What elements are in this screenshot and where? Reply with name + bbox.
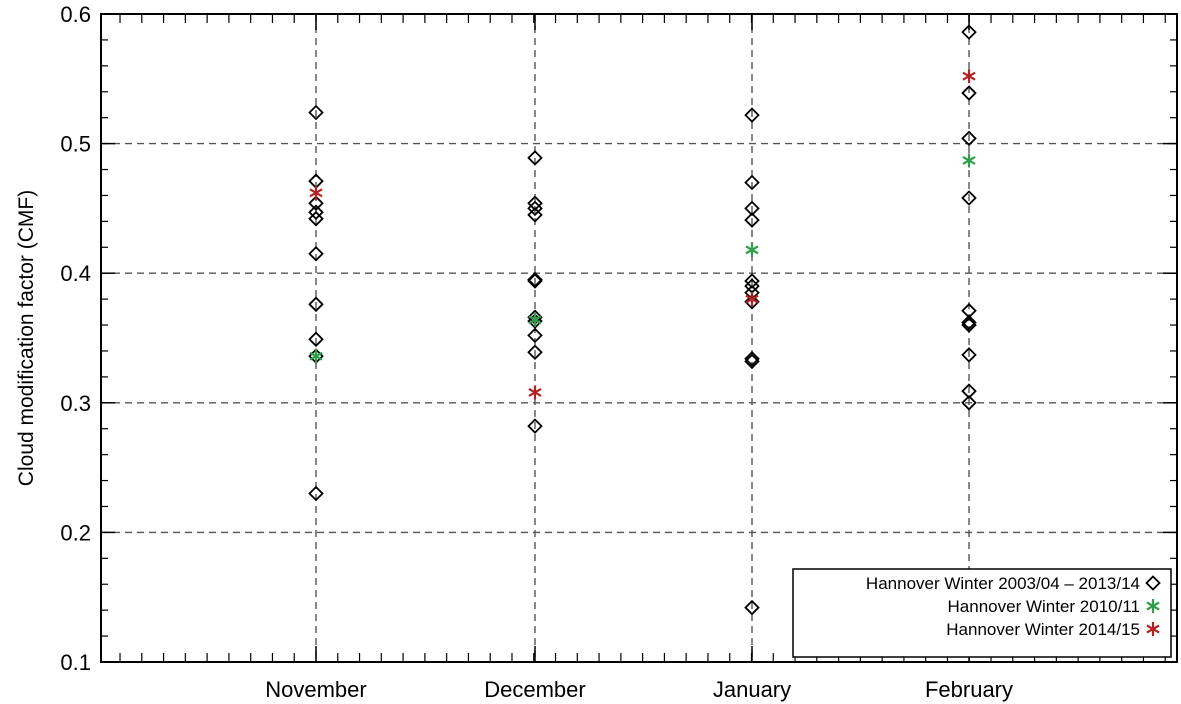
data-point-diamond	[744, 350, 760, 367]
data-point-diamond	[527, 200, 543, 217]
data-point-asterisk	[309, 185, 323, 200]
asterisk-stroke	[528, 315, 542, 325]
asterisk-stroke	[745, 294, 759, 304]
asterisk-stroke	[309, 351, 323, 361]
data-point-asterisk	[962, 153, 976, 168]
data-point-diamond	[961, 383, 977, 399]
legend-marker-diamond	[1145, 575, 1161, 591]
asterisk-stroke	[528, 387, 542, 397]
legend-entry-label: Hannover Winter 2014/15	[946, 620, 1140, 639]
x-tick-label: December	[484, 677, 585, 702]
data-point-diamond	[308, 485, 324, 502]
data-point-diamond	[527, 273, 543, 289]
y-tick-label: 0.6	[60, 2, 91, 27]
legend-marker-asterisk	[1146, 622, 1160, 636]
legend: Hannover Winter 2003/04 – 2013/14 Hannove…	[792, 568, 1172, 658]
data-point-diamond	[308, 195, 324, 211]
data-point-asterisk	[962, 69, 976, 84]
asterisk-stroke	[962, 155, 976, 165]
data-point-asterisk	[309, 349, 323, 364]
data-point-diamond	[527, 327, 543, 344]
y-tick-label: 0.3	[60, 391, 91, 416]
asterisk-stroke	[1146, 601, 1160, 611]
data-point-diamond	[308, 245, 324, 262]
data-point-diamond	[744, 212, 760, 228]
y-tick-label: 0.1	[60, 650, 91, 675]
data-point-diamond	[308, 204, 324, 221]
data-point-diamond	[744, 107, 760, 123]
plot-frame	[100, 13, 1178, 663]
data-point-asterisk	[745, 292, 759, 307]
data-point-diamond	[527, 344, 543, 361]
data-point-diamond	[527, 150, 543, 166]
data-point-diamond	[744, 174, 760, 191]
axis-ticks	[101, 13, 1177, 663]
y-tick-label: 0.5	[60, 132, 91, 157]
data-point-diamond	[961, 395, 977, 411]
x-tick-label: November	[265, 677, 366, 702]
asterisk-stroke	[309, 188, 323, 198]
data-point-diamond	[961, 190, 977, 206]
data-point-diamond	[961, 24, 977, 40]
data-point-asterisk	[745, 242, 759, 257]
data-point-diamond	[308, 296, 324, 313]
gridlines	[101, 14, 1177, 662]
data-point-diamond	[527, 207, 543, 223]
legend-marker-asterisk	[1146, 599, 1160, 613]
x-tick-label: January	[713, 677, 791, 702]
asterisk-stroke	[745, 245, 759, 255]
data-point-diamond	[744, 353, 760, 370]
data-point-diamond	[744, 273, 760, 289]
data-point-diamond	[961, 314, 977, 331]
tick-labels: 0.1 0.2 0.3 0.4 0.5 0.6 November December Januar…	[60, 2, 1013, 702]
asterisk-stroke	[962, 71, 976, 81]
y-tick-label: 0.2	[60, 520, 91, 545]
data-point-asterisk	[528, 385, 542, 400]
data-point-diamond	[961, 85, 977, 101]
data-point-diamond	[527, 418, 543, 434]
asterisk-stroke	[1146, 624, 1160, 634]
data-point-diamond	[308, 210, 324, 227]
data-point-diamond	[961, 317, 977, 333]
data-point-diamond	[308, 104, 324, 121]
data-points	[308, 24, 977, 616]
data-point-diamond	[961, 130, 977, 147]
data-point-diamond	[527, 195, 543, 211]
legend-entry-label: Hannover Winter 2003/04 – 2013/14	[866, 574, 1140, 593]
legend-entry-label: Hannover Winter 2010/11	[948, 597, 1140, 616]
legend-box	[792, 568, 1172, 658]
y-tick-label: 0.4	[60, 261, 91, 286]
data-point-diamond	[744, 293, 760, 310]
x-tick-label: February	[925, 677, 1013, 702]
y-axis-title: Cloud modification factor (CMF)	[15, 190, 38, 486]
data-point-diamond	[308, 331, 324, 348]
data-point-diamond	[527, 271, 543, 288]
data-point-diamond	[744, 599, 760, 616]
data-point-diamond	[961, 347, 977, 363]
data-point-asterisk	[528, 312, 542, 327]
data-point-diamond	[744, 200, 760, 217]
